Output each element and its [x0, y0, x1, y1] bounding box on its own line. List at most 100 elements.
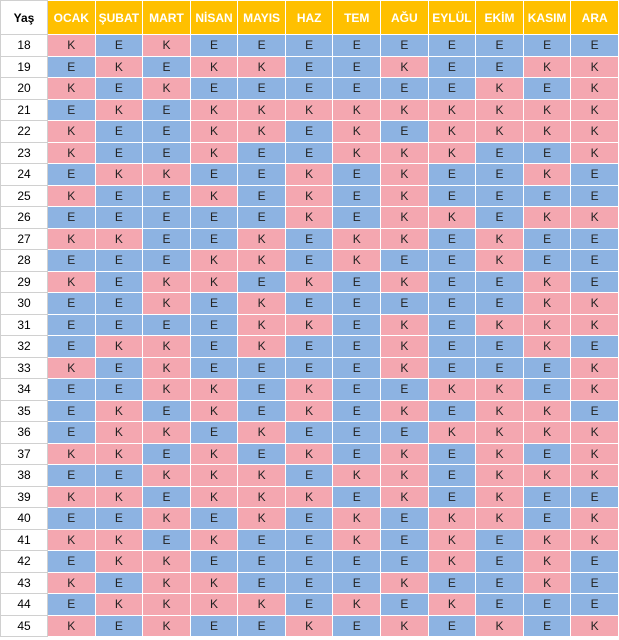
gender-cell: K [47, 141, 96, 164]
age-cell: 40 [0, 507, 48, 530]
gender-cell: K [522, 313, 572, 336]
gender-cell: E [332, 399, 382, 422]
age-cell: 35 [0, 399, 48, 422]
row: 20 K E K E E E E E E K E K [0, 77, 619, 100]
age-cell: 28 [0, 249, 48, 272]
gender-cell: E [570, 550, 619, 573]
gender-cell: E [47, 593, 96, 616]
gender-cell: E [237, 442, 286, 465]
gender-cell: E [332, 206, 382, 229]
row: 34 E E K K E K E E K K E K [0, 378, 619, 401]
gender-cell: E [570, 163, 619, 186]
month-header: ARA [570, 0, 619, 35]
gender-cell: E [237, 163, 286, 186]
gender-cell: E [237, 356, 286, 379]
gender-cell: E [332, 313, 382, 336]
gender-cell: E [142, 485, 191, 508]
gender-cell: K [142, 356, 191, 379]
age-cell: 34 [0, 378, 48, 401]
gender-cell: K [475, 313, 524, 336]
gender-cell: K [189, 120, 239, 143]
gender-cell: K [522, 528, 572, 551]
gender-cell: E [237, 378, 286, 401]
gender-cell: K [142, 34, 191, 57]
gender-cell: E [570, 34, 619, 57]
gender-cell: K [427, 378, 477, 401]
month-header: AĞU [380, 0, 429, 35]
gender-cell: K [284, 378, 334, 401]
gender-cell: E [237, 399, 286, 422]
gender-cell: K [570, 98, 619, 121]
gender-cell: E [47, 335, 96, 358]
gender-cell: K [570, 378, 619, 401]
gender-cell: E [142, 98, 191, 121]
gender-cell: E [522, 249, 572, 272]
gender-cell: E [332, 614, 382, 637]
gender-cell: K [189, 141, 239, 164]
gender-cell: E [427, 614, 477, 637]
gender-cell: K [475, 120, 524, 143]
gender-cell: E [47, 550, 96, 573]
gender-cell: K [47, 528, 96, 551]
gender-cell: E [427, 270, 477, 293]
gender-cell: K [570, 442, 619, 465]
gender-cell: E [427, 163, 477, 186]
gender-cell: K [380, 485, 429, 508]
gender-cell: E [475, 141, 524, 164]
age-cell: 22 [0, 120, 48, 143]
gender-cell: E [332, 184, 382, 207]
gender-cell: K [142, 550, 191, 573]
gender-cell: E [94, 313, 144, 336]
gender-cell: E [332, 421, 382, 444]
age-cell: 31 [0, 313, 48, 336]
row: 26 E E E E E K E K K E K K [0, 206, 619, 229]
gender-cell: E [94, 120, 144, 143]
gender-cell: E [522, 227, 572, 250]
gender-cell: E [475, 571, 524, 594]
row: 35 E K E K E K E K E K K E [0, 399, 619, 422]
gender-cell: K [284, 184, 334, 207]
gender-cell: K [522, 335, 572, 358]
gender-cell: E [522, 378, 572, 401]
gender-cell: E [94, 270, 144, 293]
gender-cell: E [570, 485, 619, 508]
age-cell: 18 [0, 34, 48, 57]
gender-cell: E [284, 141, 334, 164]
gender-cell: K [47, 356, 96, 379]
gender-cell: E [142, 120, 191, 143]
gender-cell: E [570, 335, 619, 358]
gender-cell: E [237, 206, 286, 229]
gender-cell: E [522, 442, 572, 465]
gender-cell: E [332, 356, 382, 379]
gender-cell: E [237, 550, 286, 573]
gender-cell: K [189, 399, 239, 422]
gender-cell: K [94, 442, 144, 465]
gender-cell: E [380, 550, 429, 573]
gender-cell: E [94, 141, 144, 164]
gender-cell: E [142, 184, 191, 207]
gender-cell: E [380, 421, 429, 444]
gender-cell: K [475, 378, 524, 401]
gender-cell: E [380, 528, 429, 551]
gender-cell: E [522, 77, 572, 100]
age-cell: 43 [0, 571, 48, 594]
gender-cell: K [570, 528, 619, 551]
gender-cell: K [94, 528, 144, 551]
gender-cell: E [189, 34, 239, 57]
gender-cell: E [332, 34, 382, 57]
gender-cell: E [522, 184, 572, 207]
gender-cell: K [47, 485, 96, 508]
gender-cell: K [237, 593, 286, 616]
gender-cell: E [427, 77, 477, 100]
gender-cell: K [332, 507, 382, 530]
gender-cell: K [475, 77, 524, 100]
gender-cell: K [237, 507, 286, 530]
gender-cell: E [427, 292, 477, 315]
gender-cell: K [47, 77, 96, 100]
month-header: MAYIS [237, 0, 286, 35]
gender-cell: K [47, 184, 96, 207]
gender-cell: K [237, 464, 286, 487]
gender-cell: E [522, 593, 572, 616]
gender-cell: E [427, 485, 477, 508]
